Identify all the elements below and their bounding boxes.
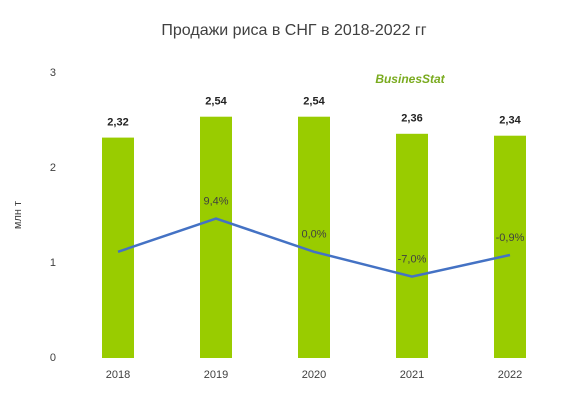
x-tick-label: 2019 bbox=[204, 369, 228, 381]
line-value-label: -0,9% bbox=[496, 232, 525, 244]
bar bbox=[298, 116, 330, 358]
bar bbox=[200, 116, 232, 358]
bar-value-label: 2,54 bbox=[205, 96, 227, 108]
line bbox=[117, 217, 511, 278]
x-tick-label: 2018 bbox=[106, 369, 130, 381]
bar-value-label: 2,32 bbox=[107, 117, 128, 129]
y-tick-label: 2 bbox=[50, 162, 56, 174]
chart-title: Продажи риса в СНГ в 2018-2022 гг bbox=[161, 22, 426, 39]
x-tick-label: 2022 bbox=[498, 369, 522, 381]
line-value-label: -7,0% bbox=[398, 253, 427, 265]
y-tick-label: 1 bbox=[50, 257, 56, 269]
bar bbox=[494, 135, 526, 358]
y-tick-label: 0 bbox=[50, 352, 56, 364]
bar bbox=[396, 133, 428, 358]
bar-value-label: 2,34 bbox=[499, 115, 521, 127]
y-axis-label: млн т bbox=[12, 201, 24, 229]
x-tick-label: 2020 bbox=[302, 369, 326, 381]
y-tick-label: 3 bbox=[50, 67, 56, 79]
bar-value-label: 2,54 bbox=[303, 96, 325, 108]
x-tick-label: 2021 bbox=[400, 369, 424, 381]
line-value-label: 0,0% bbox=[301, 229, 326, 241]
logo: BusinesStat bbox=[375, 72, 445, 86]
line-value-label: 9,4% bbox=[203, 195, 228, 207]
bar-value-label: 2,36 bbox=[401, 113, 422, 125]
